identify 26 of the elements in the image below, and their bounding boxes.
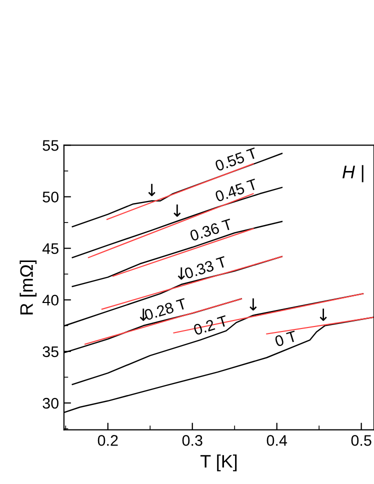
text: 0.36 T [189,218,233,242]
annotation: ↓ [148,184,156,196]
y-tick-label: 35 [42,346,58,358]
annotation: ↓ [250,298,257,311]
annotation: ↓ [178,267,185,280]
x-tick-label: 0.3 [182,435,202,446]
line-series [72,220,283,288]
annotation: ↓ [320,308,327,321]
text: 0.45 T [214,178,258,202]
x-tick-label: 0.4 [266,435,288,446]
line-series [72,293,364,386]
x-tick-label: 0.5 [351,435,372,446]
y-tick-label: 45 [42,243,58,254]
y-tick-label: 55 [42,140,58,151]
x-axis-title: T [K] [200,454,237,472]
annotation: ↓ [174,204,181,217]
text: 0.33 T [184,256,228,280]
x-tick-label: 0.2 [98,435,118,446]
y-tick-label: 50 [42,192,58,202]
y-tick-label: 40 [42,294,58,306]
y-tick-label: 30 [42,398,58,409]
text: 0.2 T [193,315,228,336]
y-axis-title: R [mΩ] [20,260,37,314]
annotation: H | [342,165,364,182]
text: 0.55 T [214,147,258,172]
text: 0 T [274,330,298,347]
